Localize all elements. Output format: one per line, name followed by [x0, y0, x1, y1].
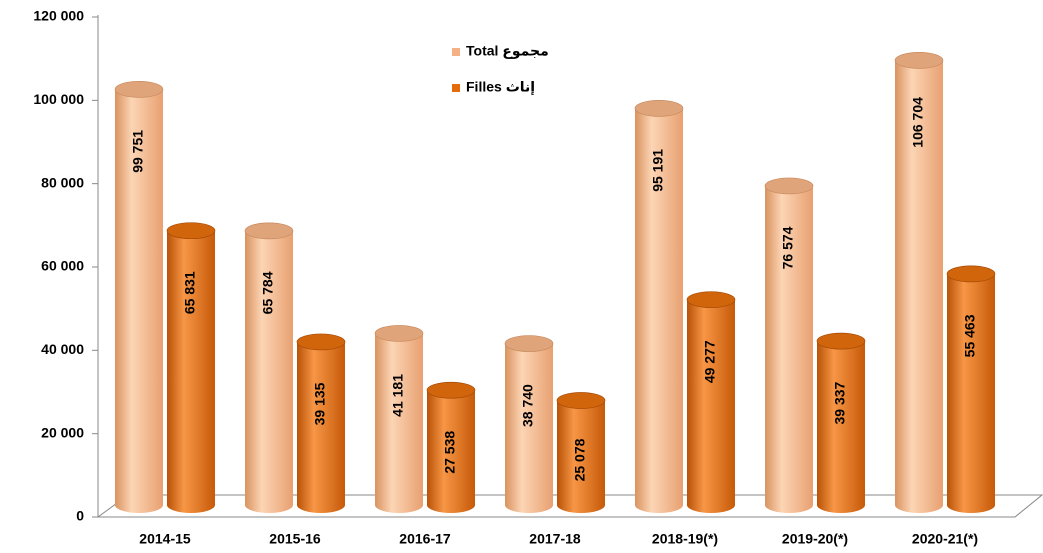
legend-label: Total مجموع: [466, 43, 549, 60]
x-tick-label: 2020-21(*): [912, 531, 978, 547]
x-tick-label: 2019-20(*): [782, 531, 848, 547]
bar-top: [374, 325, 424, 342]
y-tick-label: 40 000: [41, 341, 84, 357]
bar: [505, 343, 553, 513]
value-label: 106 704: [910, 97, 926, 148]
bar-top: [686, 291, 736, 309]
bar: [635, 108, 683, 513]
value-label: 25 078: [572, 438, 588, 481]
bar: [765, 185, 813, 514]
value-label: 65 784: [260, 271, 276, 314]
bar-top: [244, 222, 294, 240]
bar: [947, 273, 995, 513]
bar-top: [946, 265, 996, 283]
bar: [245, 230, 293, 513]
bar: [375, 333, 423, 513]
x-tick-label: 2015-16: [269, 531, 321, 547]
value-label: 27 538: [442, 431, 458, 474]
bar-top: [634, 100, 684, 117]
bar: [115, 89, 163, 513]
bar: [427, 390, 475, 513]
legend-label: Filles إناث: [466, 79, 535, 96]
bar-top: [296, 333, 346, 351]
bar-top: [166, 222, 216, 240]
value-label: 55 463: [962, 314, 978, 357]
bar: [167, 230, 215, 513]
y-tick-label: 100 000: [33, 91, 84, 107]
legend-swatch: [452, 84, 460, 92]
y-tick-label: 20 000: [41, 424, 84, 440]
value-label: 95 191: [650, 149, 666, 192]
value-label: 99 751: [130, 130, 146, 173]
x-tick-label: 2018-19(*): [652, 531, 718, 547]
x-tick-label: 2014-15: [139, 531, 191, 547]
bar: [817, 341, 865, 513]
value-label: 49 277: [702, 340, 718, 383]
value-label: 38 740: [520, 384, 536, 427]
y-tick-label: 0: [76, 508, 84, 524]
bar-top: [816, 332, 866, 350]
bar: [297, 341, 345, 513]
bar-top: [114, 81, 164, 98]
value-label: 39 135: [312, 382, 328, 425]
bar-top: [504, 335, 554, 352]
bar-top: [556, 392, 606, 409]
bar: [687, 299, 735, 513]
y-tick-label: 60 000: [41, 258, 84, 274]
value-label: 65 831: [182, 271, 198, 314]
bar: [895, 60, 943, 514]
legend-swatch: [452, 48, 460, 56]
bar-top: [894, 52, 944, 69]
bar: [557, 400, 605, 513]
bar-top: [426, 381, 476, 399]
x-tick-label: 2017-18: [529, 531, 581, 547]
bar-top: [764, 177, 814, 195]
y-tick-label: 120 000: [33, 8, 84, 24]
y-tick-label: 80 000: [41, 174, 84, 190]
value-label: 76 574: [780, 226, 796, 269]
value-label: 39 337: [832, 381, 848, 424]
x-tick-label: 2016-17: [399, 531, 451, 547]
value-label: 41 181: [390, 374, 406, 417]
